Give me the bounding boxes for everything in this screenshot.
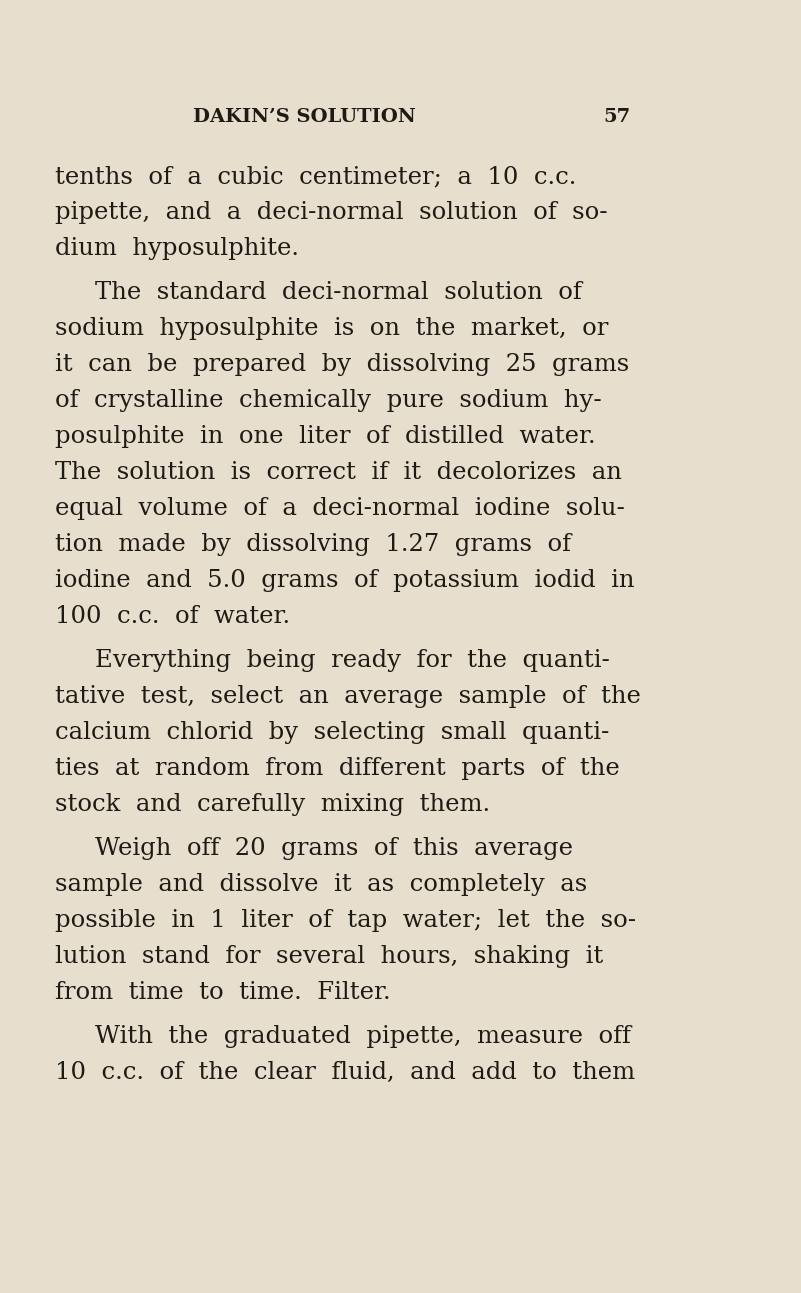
Text: equal  volume  of  a  deci-normal  iodine  solu-: equal volume of a deci-normal iodine sol…: [55, 497, 625, 520]
Text: posulphite  in  one  liter  of  distilled  water.: posulphite in one liter of distilled wat…: [55, 425, 596, 447]
Text: ties  at  random  from  different  parts  of  the: ties at random from different parts of t…: [55, 756, 620, 780]
Text: sample  and  dissolve  it  as  completely  as: sample and dissolve it as completely as: [55, 873, 587, 896]
Text: pipette,  and  a  deci-normal  solution  of  so-: pipette, and a deci-normal solution of s…: [55, 200, 608, 224]
Text: stock  and  carefully  mixing  them.: stock and carefully mixing them.: [55, 793, 490, 816]
Text: tion  made  by  dissolving  1.27  grams  of: tion made by dissolving 1.27 grams of: [55, 533, 571, 556]
Text: calcium  chlorid  by  selecting  small  quanti-: calcium chlorid by selecting small quant…: [55, 721, 610, 743]
Text: tenths  of  a  cubic  centimeter;  a  10  c.c.: tenths of a cubic centimeter; a 10 c.c.: [55, 166, 577, 187]
Text: sodium  hyposulphite  is  on  the  market,  or: sodium hyposulphite is on the market, or: [55, 317, 609, 340]
Text: Everything  being  ready  for  the  quanti-: Everything being ready for the quanti-: [95, 649, 610, 672]
Text: Weigh  off  20  grams  of  this  average: Weigh off 20 grams of this average: [95, 837, 573, 860]
Text: from  time  to  time.  Filter.: from time to time. Filter.: [55, 981, 391, 1003]
Text: tative  test,  select  an  average  sample  of  the: tative test, select an average sample of…: [55, 685, 641, 709]
Text: 10  c.c.  of  the  clear  fluid,  and  add  to  them: 10 c.c. of the clear fluid, and add to t…: [55, 1062, 635, 1084]
Text: dium  hyposulphite.: dium hyposulphite.: [55, 237, 299, 260]
Text: 100  c.c.  of  water.: 100 c.c. of water.: [55, 605, 290, 628]
Text: possible  in  1  liter  of  tap  water;  let  the  so-: possible in 1 liter of tap water; let th…: [55, 909, 636, 932]
Text: lution  stand  for  several  hours,  shaking  it: lution stand for several hours, shaking …: [55, 945, 603, 968]
Text: iodine  and  5.0  grams  of  potassium  iodid  in: iodine and 5.0 grams of potassium iodid …: [55, 569, 634, 592]
Text: The  solution  is  correct  if  it  decolorizes  an: The solution is correct if it decolorize…: [55, 462, 622, 484]
Text: DAKIN’S SOLUTION: DAKIN’S SOLUTION: [193, 109, 416, 125]
Text: 57: 57: [603, 109, 630, 125]
Text: of  crystalline  chemically  pure  sodium  hy-: of crystalline chemically pure sodium hy…: [55, 389, 602, 412]
Text: The  standard  deci-normal  solution  of: The standard deci-normal solution of: [95, 281, 582, 304]
Text: With  the  graduated  pipette,  measure  off: With the graduated pipette, measure off: [95, 1025, 631, 1049]
Text: it  can  be  prepared  by  dissolving  25  grams: it can be prepared by dissolving 25 gram…: [55, 353, 630, 376]
